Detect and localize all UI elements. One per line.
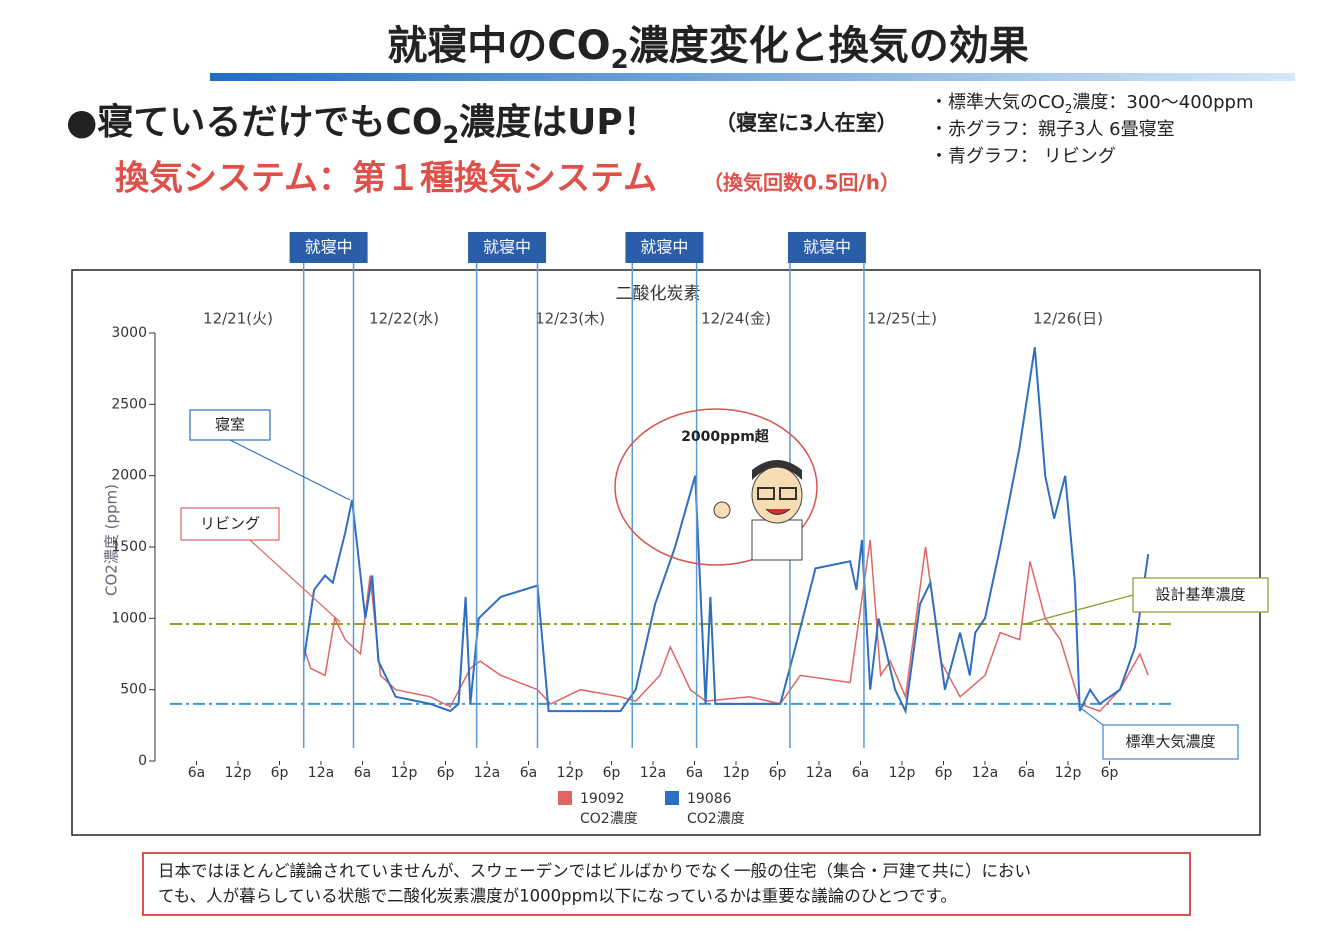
x-tick-label: 12a: [972, 765, 998, 781]
y-tick-label: 500: [120, 682, 147, 698]
sleep-label: 就寝中: [803, 238, 851, 257]
date-label: 12/24(金): [701, 310, 771, 328]
y-axis-label: CO2濃度 (ppm): [103, 484, 121, 596]
x-tick-label: 6p: [769, 765, 787, 781]
y-tick-label: 3000: [111, 325, 147, 341]
annotation-box: [1102, 724, 1239, 760]
annotation: リビング: [200, 515, 260, 533]
legend-swatch: [558, 791, 572, 805]
headline: ●寝ているだけでもCO2濃度はUP！: [66, 101, 659, 149]
x-tick-label: 12p: [225, 765, 252, 781]
legend-sub: CO2濃度: [687, 811, 745, 827]
highlight-circle: [614, 408, 818, 566]
system: 換気システム：第１種換気システム: [115, 159, 657, 199]
x-tick-label: 12p: [391, 765, 418, 781]
sleep-label: 就寝中: [483, 238, 531, 257]
x-tick-label: 12p: [557, 765, 584, 781]
annotation-arrow: [1024, 594, 1134, 625]
annotation-box: [1132, 577, 1269, 613]
x-tick-label: 6a: [520, 765, 538, 781]
footer-line: 日本ではほとんど議論されていませんが、スウェーデンではビルばかりでなく一般の住宅…: [158, 861, 1031, 881]
title: 就寝中のCO2濃度変化と換気の効果: [387, 23, 1028, 75]
x-tick-label: 6p: [271, 765, 289, 781]
x-tick-label: 6a: [188, 765, 206, 781]
x-tick-label: 6p: [1101, 765, 1119, 781]
x-tick-label: 6p: [437, 765, 455, 781]
x-tick-label: 12p: [723, 765, 750, 781]
annotation: 2000ppm超: [681, 428, 770, 445]
annotation-arrow: [1077, 705, 1104, 726]
system-note: （換気回数0.5回/h）: [703, 171, 900, 195]
x-tick-label: 6p: [935, 765, 953, 781]
note: ・赤グラフ：親子3人 6畳寝室: [930, 119, 1175, 140]
footer-box: [142, 852, 1191, 916]
x-tick-label: 6a: [686, 765, 704, 781]
sleep-box: [289, 232, 368, 263]
title-underline: [210, 73, 1295, 81]
annotation: 寝室: [215, 416, 245, 434]
y-tick-label: 2000: [111, 468, 147, 484]
series-line: [302, 539, 1149, 712]
annotation-arrow: [249, 539, 341, 623]
date-label: 12/22(水): [369, 310, 439, 328]
x-tick-label: 12a: [308, 765, 334, 781]
note: ・青グラフ： リビング: [930, 146, 1116, 167]
sleep-label: 就寝中: [305, 238, 353, 257]
footer-line: ても、人が暮らしている状態で二酸化炭素濃度が1000ppm以下になっているかは重…: [158, 887, 957, 906]
y-tick-label: 1500: [111, 539, 147, 555]
x-tick-label: 12a: [806, 765, 832, 781]
annotation-box: [189, 409, 271, 441]
annotation-arrow: [229, 439, 351, 501]
sleep-box: [468, 232, 547, 263]
cartoon: [713, 460, 803, 561]
legend-swatch: [665, 791, 679, 805]
x-tick-label: 12a: [640, 765, 666, 781]
sleep-label: 就寝中: [640, 238, 688, 257]
chart-title: 二酸化炭素: [616, 284, 701, 304]
x-tick-label: 6p: [603, 765, 621, 781]
date-label: 12/26(日): [1033, 310, 1103, 328]
y-tick-label: 2500: [111, 396, 147, 412]
sleep-box: [787, 232, 866, 263]
chart-frame: [71, 269, 1261, 836]
date-label: 12/21(火): [203, 310, 273, 328]
annotation: 設計基準濃度: [1155, 586, 1245, 604]
date-label: 12/25(土): [867, 310, 937, 328]
annotation: 標準大気濃度: [1125, 733, 1215, 751]
x-tick-label: 6a: [354, 765, 372, 781]
x-tick-label: 12a: [474, 765, 500, 781]
headline-note: （寝室に3人在室）: [715, 111, 898, 135]
annotation-box: [180, 507, 280, 541]
note: ・標準大気のCO2濃度：300～400ppm: [930, 92, 1254, 116]
legend-label: 19086: [687, 791, 732, 807]
x-tick-label: 6a: [852, 765, 870, 781]
y-tick-label: 1000: [111, 610, 147, 626]
y-tick-label: 0: [138, 753, 147, 769]
chart: 二酸化炭素 CO2濃度 (ppm) 0 500 1000 1500 2000 2500 3000…: [103, 232, 1269, 827]
sleep-box: [625, 232, 704, 263]
series-line: [302, 347, 1150, 715]
x-tick-label: 12p: [889, 765, 916, 781]
date-label: 12/23(木): [535, 310, 605, 328]
x-tick-label: 6a: [1018, 765, 1036, 781]
x-tick-label: 12p: [1055, 765, 1082, 781]
legend-sub: CO2濃度: [580, 811, 638, 827]
legend-label: 19092: [580, 791, 625, 807]
